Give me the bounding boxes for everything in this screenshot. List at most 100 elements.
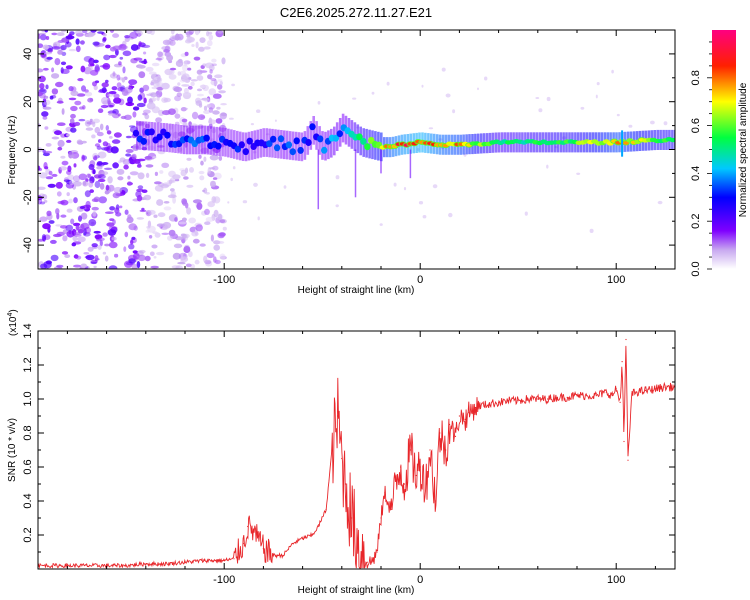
spectrogram-noise-blob [202, 63, 207, 67]
spectrogram-noise-blob [546, 164, 549, 169]
spectrogram-noise-blob [123, 164, 129, 170]
snr-data-point [403, 483, 406, 485]
spectrogram-noise-blob [183, 246, 191, 253]
spectrogram-noise-blob [62, 235, 68, 242]
spectrogram-noise-blob [139, 209, 147, 213]
spectrogram-noise-blob [46, 56, 53, 60]
spectrogram-noise-blob [61, 251, 69, 255]
spectrogram-noise-blob [107, 100, 112, 106]
spectrogram-noise-blob [335, 204, 339, 208]
spectrogram-track-cell [164, 131, 171, 139]
spectrogram-band-cell [215, 126, 218, 156]
spectrogram-noise-blob [206, 104, 211, 108]
spectrogram-noise-blob [177, 261, 186, 265]
spectrogram-noise-blob [50, 254, 59, 262]
spectrogram-noise-blob [145, 229, 150, 233]
spectrogram-noise-blob [199, 175, 205, 181]
spectrogram-noise-blob [87, 97, 94, 103]
spectrogram-track-cell [364, 143, 371, 151]
spectrogram-noise-blob [39, 216, 48, 222]
snr-data-point [611, 395, 613, 397]
spectrogram-noise-blob [168, 74, 177, 80]
spectrogram-noise-blob [143, 97, 147, 104]
spectrogram-noise-blob [78, 173, 88, 181]
snr-data-point [454, 435, 457, 437]
spectrogram-band-cell [212, 126, 215, 156]
spectrogram-noise-blob [171, 265, 180, 269]
spectrogram-noise-blob [42, 116, 48, 120]
spectrogram-noise-blob [208, 88, 217, 96]
spectrogram-noise-blob [112, 71, 116, 77]
snr-data-point [429, 449, 431, 451]
colorbar-tick-label: 0.6 [690, 118, 702, 133]
spectrogram-noise-blob [210, 78, 217, 81]
spectrogram-noise-blob [535, 97, 540, 99]
spectrogram-noise-blob [148, 71, 157, 75]
spectrogram-track-cell [273, 144, 281, 152]
spectrogram-track-cell [336, 130, 343, 138]
spectrogram-noise-blob [205, 217, 214, 222]
spectrogram-noise-blob [105, 125, 110, 131]
spectrogram-noise-blob [42, 106, 52, 110]
spectrogram-noise-blob [211, 63, 217, 66]
snr-data-point [366, 561, 368, 563]
spectrogram-noise-blob [109, 218, 115, 222]
spectrogram-noise-blob [83, 252, 90, 255]
spectrogram-noise-blob [130, 44, 139, 51]
spectrogram-noise-blob [109, 206, 115, 211]
colorbar-bar [712, 30, 736, 269]
spectrogram-noise-blob [51, 32, 58, 36]
spectrogram-noise-blob [57, 146, 63, 151]
spectrogram-noise-blob [129, 171, 139, 176]
spectrogram-noise-blob [155, 57, 163, 61]
spectrogram-noise-blob [108, 54, 117, 59]
spectrogram-noise-blob [199, 37, 206, 43]
spectrogram-noise-blob [183, 60, 188, 67]
spectrogram-noise-blob [174, 113, 181, 119]
spectrogram-track-cell [317, 135, 324, 143]
spectrogram-noise-blob [66, 170, 72, 175]
spectrogram-noise-blob [73, 264, 82, 268]
spectrogram-band-cell [147, 121, 151, 151]
spectrogram-noise-blob [101, 82, 109, 88]
spectrogram-noise-blob [137, 94, 143, 101]
spectrogram-noise-blob [113, 186, 123, 194]
spectrogram-noise-blob [51, 136, 60, 140]
snr-data-point [619, 401, 621, 403]
spectrogram-noise-blob [213, 209, 219, 218]
snr-data-point [317, 525, 319, 528]
spectrogram-noise-blob [335, 175, 340, 180]
snr-data-point [106, 565, 108, 567]
spectrogram-noise-blob [161, 232, 170, 235]
spectrogram-noise-blob [85, 127, 94, 131]
spectrogram-noise-blob [112, 162, 119, 169]
spectrogram-noise-blob [352, 97, 357, 100]
spectrogram-noise-blob [186, 207, 192, 215]
snr-ytick-label: 0.4 [22, 493, 34, 508]
spectrogram-ytick-label: 0 [22, 146, 34, 152]
spectrogram-noise-blob [88, 66, 93, 71]
spectrogram-noise-blob [156, 86, 164, 91]
spectrogram-noise-blob [218, 90, 226, 94]
colorbar-tick-label: 0.8 [690, 70, 702, 85]
spectrogram-noise-blob [42, 223, 51, 230]
snr-data-point [435, 500, 437, 502]
spectrogram-noise-blob [151, 62, 160, 67]
spectrogram-noise-blob [616, 113, 620, 117]
spectrogram-noise-blob [203, 187, 208, 194]
spectrogram-noise-blob [206, 31, 210, 37]
spectrogram-ytick-label: 40 [22, 48, 34, 60]
spectrogram-noise-blob [99, 183, 105, 190]
spectrogram-noise-blob [217, 213, 223, 221]
spectrogram-band-cell [141, 121, 145, 150]
snr-data-point [184, 561, 186, 563]
spectrogram-noise-blob [92, 81, 97, 87]
spectrogram-noise-blob [191, 44, 195, 47]
spectrogram-noise-blob [227, 201, 230, 204]
spectrogram-noise-blob [81, 154, 85, 162]
spectrogram-noise-blob [185, 263, 192, 268]
spectrogram-band-cell [168, 123, 171, 153]
spectrogram-noise-blob [70, 155, 75, 158]
spectrogram-noise-blob [200, 160, 204, 166]
spectrogram-noise-blob [96, 131, 104, 137]
